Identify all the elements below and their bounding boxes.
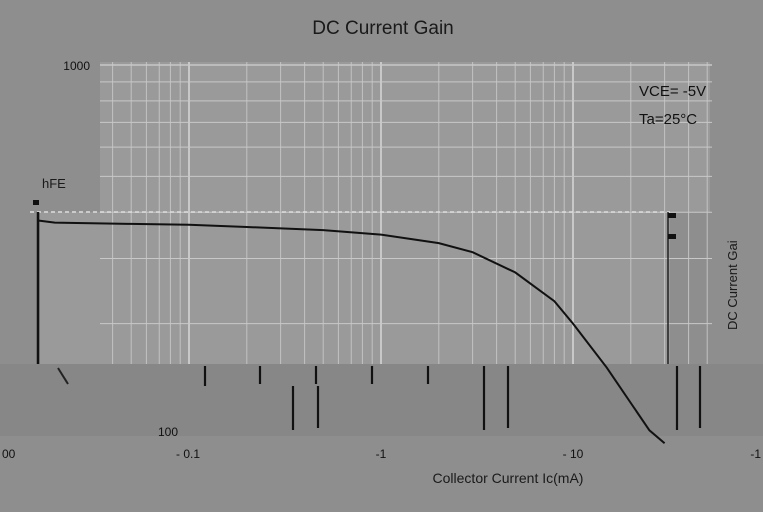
right-tick-block <box>668 213 676 218</box>
grid-lines <box>30 62 712 364</box>
x-tick-label-10: - 10 <box>563 447 584 461</box>
y-tick-label-1000: 1000 <box>63 59 90 73</box>
bottom-band <box>0 364 763 436</box>
left-tick-block <box>33 200 39 205</box>
lower-plot-background <box>40 212 670 364</box>
y-axis-label-left: hFE <box>42 176 66 191</box>
gain-curve <box>37 219 666 444</box>
chart-title: DC Current Gain <box>312 18 454 39</box>
x-axis-tick-mark <box>57 367 69 385</box>
upper-plot-background <box>100 62 710 212</box>
y-axis-label-right: DC Current Gai <box>725 240 740 330</box>
annotation-vce: VCE= -5V <box>639 83 706 100</box>
right-tick-block <box>668 234 676 239</box>
y-tick-label-100: 100 <box>158 425 178 439</box>
x-tick-label-0.1: - 0.1 <box>176 447 200 461</box>
x-edge-label-right: -1 <box>750 447 761 461</box>
x-tick-label-1: -1 <box>376 447 387 461</box>
x-axis-label: Collector Current Ic(mA) <box>433 470 584 486</box>
chart-marks <box>33 200 702 430</box>
annotation-ta: Ta=25°C <box>639 111 697 128</box>
x-edge-label-left: 00 <box>2 447 16 461</box>
